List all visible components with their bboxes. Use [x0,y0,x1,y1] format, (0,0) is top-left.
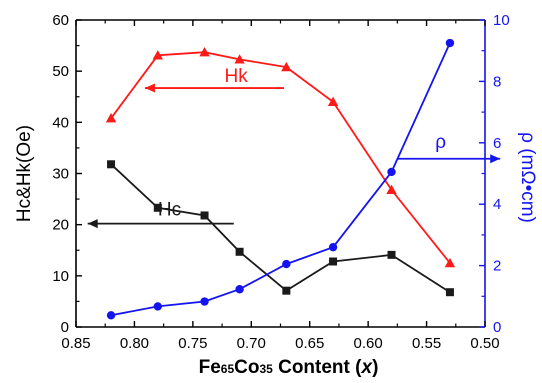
hc-point [329,257,338,266]
series-group [105,38,456,320]
rho-point [282,259,291,269]
hk-point [281,61,292,72]
hk-point [234,54,245,64]
rho-series-line [110,42,451,317]
y-axis-right-title: ρ (mΩ•cm) [517,132,538,223]
y-right-tick-label: 4 [493,196,501,213]
x-axis-title-part: Co [234,357,259,378]
x-axis-title-part: 35 [259,362,273,376]
hk-point [105,113,117,123]
rho-point [106,311,116,320]
x-tick-label: 0.65 [295,335,324,352]
rho-point [235,285,244,294]
hk-point [386,184,397,195]
hc-point [107,160,116,169]
y-left-tick-label: 20 [52,217,69,234]
x-axis-title-part: x [360,357,373,378]
x-axis-title-part: Fe [199,357,221,378]
hc-point [387,250,396,259]
y-left-tick-label: 10 [52,268,69,285]
rho-point [445,38,455,48]
y-left-tick-label: 50 [52,63,69,80]
axis-titles-group: Hc&Hk(Oe) ρ (mΩ•cm) Fe65Co35 Content (x) [14,125,538,378]
x-axis-title-part: ) [372,357,378,378]
y-right-tick-label: 10 [493,12,510,29]
hc-point [153,203,162,212]
x-tick-label: 0.80 [120,335,149,352]
hc-point [445,288,454,297]
x-tick-label: 0.70 [237,335,266,352]
axes-group: 0.85 0.80 0.75 0.70 0.65 0.60 0.55 0.5001020304… [52,12,509,352]
y-left-tick-label: 40 [52,114,69,131]
hc-point [200,211,209,220]
hc-annotation-label: Hc [158,200,181,221]
hk-arrow-head [144,83,155,93]
y-right-tick-label: 2 [493,258,501,275]
x-tick-label: 0.50 [470,335,499,352]
x-tick-label: 0.60 [354,335,383,352]
rho-annotation-label: ρ [435,132,446,153]
x-axis-title: Fe65Co35 Content (x) [199,357,379,378]
y-right-tick-label: 0 [493,319,501,336]
x-tick-label: 0.75 [178,335,207,352]
y-axis-left-title: Hc&Hk(Oe) [14,125,35,222]
annotation-group: Hk Hc ρ [87,66,501,229]
y-left-tick-label: 30 [52,166,69,183]
y-right-tick-label: 8 [493,73,501,90]
hk-point [199,47,210,57]
hk-series-line [110,51,451,264]
y-left-tick-label: 0 [61,319,69,336]
hk-annotation-label: Hk [224,66,248,87]
y-right-tick-label: 6 [493,135,501,152]
hc-series-line [110,163,451,293]
rho-point [387,167,396,177]
hk-point [327,96,339,107]
rho-point [153,302,162,311]
hc-arrow-head [87,219,98,229]
hc-point [282,286,291,295]
y-left-tick-label: 60 [52,12,69,29]
hk-point [444,257,456,268]
hc-point [235,247,244,256]
x-axis-title-part: Content ( [273,357,362,378]
x-tick-label: 0.85 [61,335,90,352]
rho-arrow-head [490,154,501,164]
x-tick-label: 0.55 [412,335,441,352]
hk-point [152,50,163,60]
rho-point [200,297,209,306]
x-axis-title-part: 65 [221,362,235,376]
rho-point [328,242,338,252]
